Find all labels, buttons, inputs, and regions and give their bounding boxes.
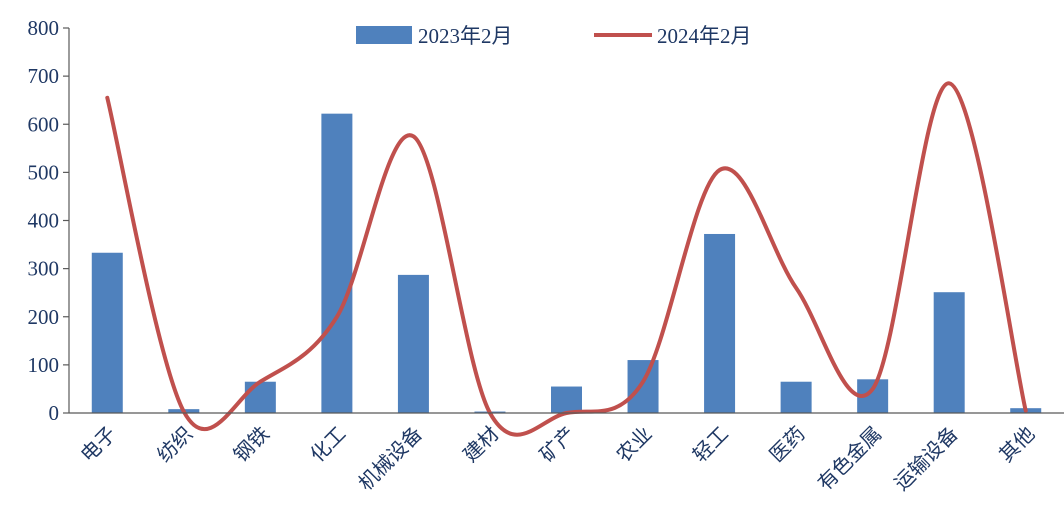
line-series-layer [105, 81, 1028, 437]
category-label: 医药 [764, 422, 809, 467]
legend-swatch-bar [356, 26, 412, 44]
category-label: 轻工 [688, 422, 733, 467]
bar [551, 386, 582, 413]
y-tick-label: 600 [28, 112, 60, 136]
bar-series [91, 113, 1042, 413]
category-label: 化工 [305, 422, 350, 467]
y-tick-label: 0 [49, 401, 60, 425]
bar [397, 274, 429, 413]
bar [91, 252, 123, 413]
y-tick-label: 200 [28, 305, 60, 329]
category-label: 农业 [611, 422, 656, 467]
bar [780, 381, 812, 413]
y-axis: 0 100 200 300 400 500 600 700 800 [28, 16, 70, 425]
category-label: 运输设备 [889, 422, 963, 496]
legend: 2023年2月 2024年2月 [356, 24, 752, 48]
y-tick-label: 400 [28, 209, 60, 233]
bar [244, 381, 276, 413]
y-tick-label: 300 [28, 257, 60, 281]
category-label: 其他 [994, 422, 1039, 467]
bar [704, 233, 736, 413]
bar [321, 113, 353, 413]
y-tick-label: 800 [28, 16, 60, 40]
y-tick-label: 500 [28, 160, 60, 184]
category-label: 有色金属 [813, 422, 887, 496]
category-label: 机械设备 [353, 422, 427, 496]
y-tick-label: 700 [28, 64, 60, 88]
legend-label-2023: 2023年2月 [418, 24, 513, 48]
category-label: 纺织 [152, 422, 197, 467]
legend-label-2024: 2024年2月 [657, 24, 752, 48]
bar [933, 292, 965, 413]
bar [627, 360, 659, 413]
category-label: 矿产 [535, 422, 580, 467]
category-label: 建材 [458, 422, 503, 467]
category-label: 钢铁 [229, 422, 274, 467]
y-tick-label: 100 [28, 353, 60, 377]
category-label: 电子 [76, 422, 121, 467]
line-series-2024 [105, 81, 1028, 437]
